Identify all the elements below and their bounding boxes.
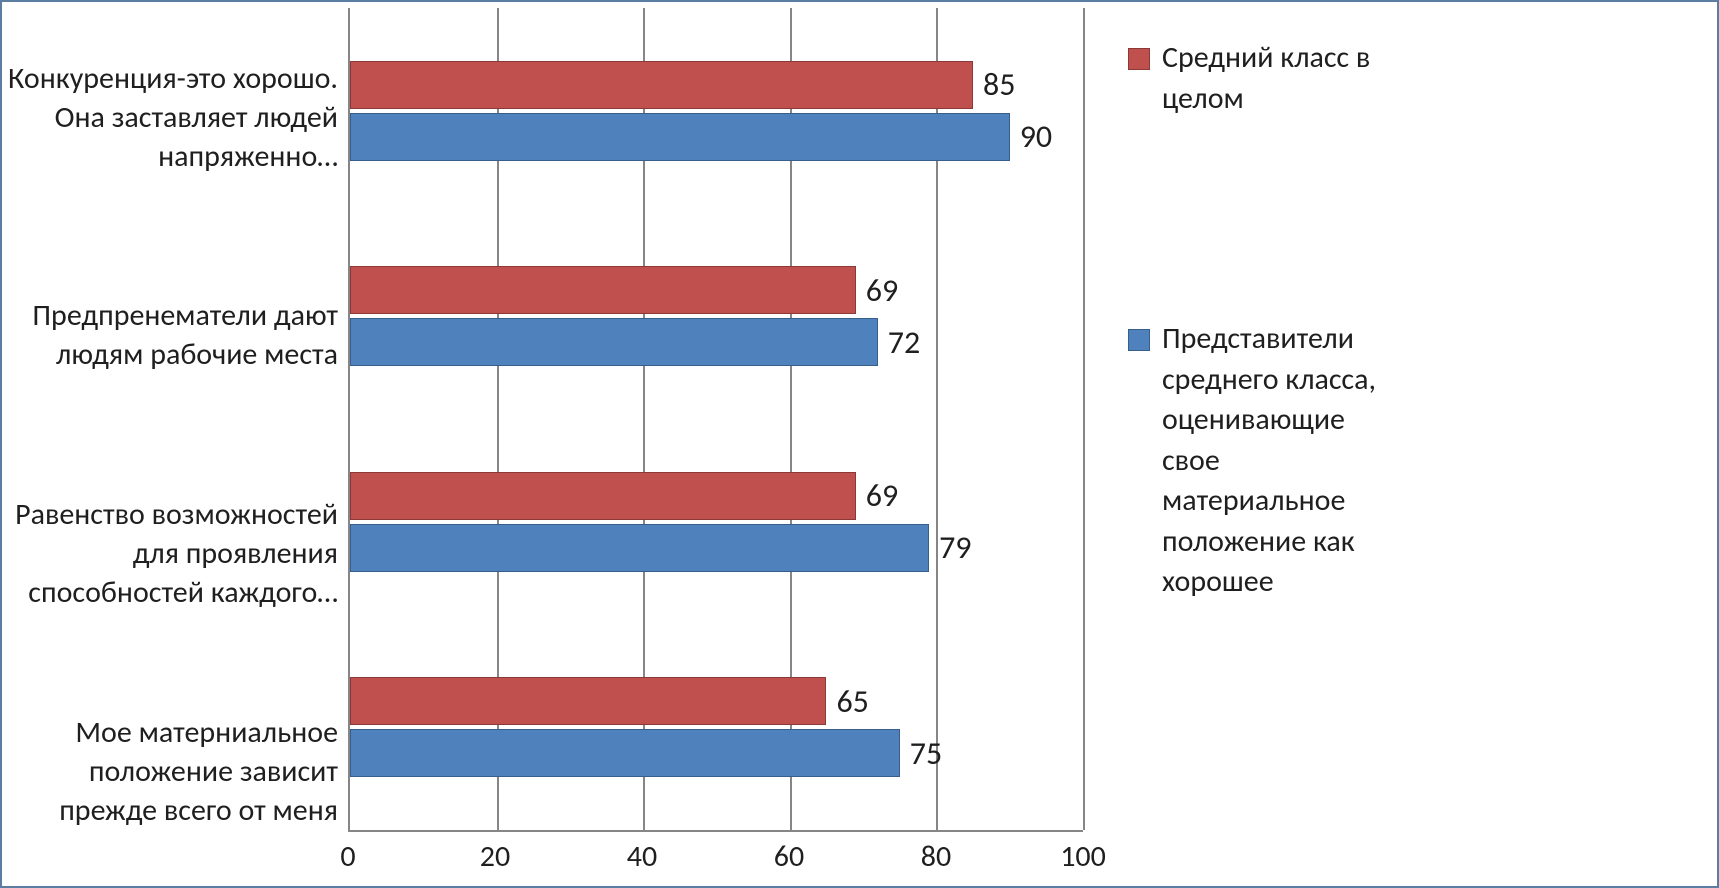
y-axis-label-text: Предпренематели дают людям рабочие места [32, 296, 338, 374]
y-axis-label-text: Мое матерниальное положение зависит преж… [59, 713, 338, 830]
x-tick-label: 100 [1060, 838, 1106, 875]
bar-row: 65 [350, 677, 1083, 725]
bar-row: 90 [350, 113, 1083, 161]
bar-value-label: 69 [866, 476, 898, 515]
x-axis: 020406080100 [348, 832, 1083, 880]
bar [350, 318, 878, 366]
bar-value-label: 79 [939, 528, 971, 567]
bar-group: 69 79 [350, 419, 1083, 625]
plot-area: 8590697269796575 [348, 8, 1083, 832]
bar-row: 72 [350, 318, 1083, 366]
chart-left-block: Конкуренция-это хорошо. Она заставляет л… [8, 8, 1083, 880]
x-tick-label: 40 [627, 838, 657, 875]
bar-row: 85 [350, 61, 1083, 109]
bar [350, 472, 856, 520]
bar-value-label: 65 [836, 682, 868, 721]
bar [350, 266, 856, 314]
legend-label: Представители среднего класса, оценивающ… [1162, 319, 1376, 603]
legend-entry-1: Представители среднего класса, оценивающ… [1128, 319, 1711, 603]
legend: Средний класс в целом Представители сред… [1083, 8, 1711, 880]
x-tick-label: 0 [340, 838, 355, 875]
y-axis-label-text: Равенство возможностей для проявления сп… [15, 495, 338, 612]
y-axis-label: Предпренематели дают людям рабочие места [8, 226, 348, 444]
y-axis-label-text: Конкуренция-это хорошо. Она заставляет л… [8, 59, 338, 176]
bar-value-label: 72 [888, 323, 920, 362]
bar-group: 8590 [350, 8, 1083, 214]
x-tick-label: 20 [480, 838, 510, 875]
legend-swatch-icon [1128, 329, 1150, 351]
y-axis-label: Равенство возможностей для проявления сп… [8, 444, 348, 662]
bar-row: 69 [350, 266, 1083, 314]
bar [350, 677, 826, 725]
x-tick-label: 80 [921, 838, 951, 875]
y-axis-label: Конкуренция-это хорошо. Она заставляет л… [8, 8, 348, 226]
bar-value-label: 90 [1020, 117, 1052, 156]
chart-container: Конкуренция-это хорошо. Она заставляет л… [0, 0, 1719, 888]
chart-inner: Конкуренция-это хорошо. Она заставляет л… [8, 8, 1711, 880]
bar [350, 61, 973, 109]
y-axis-label: Мое матерниальное положение зависит преж… [8, 662, 348, 880]
x-tick-label: 60 [774, 838, 804, 875]
bar-group: 6972 [350, 214, 1083, 420]
legend-label: Средний класс в целом [1162, 38, 1370, 119]
legend-swatch-icon [1128, 48, 1150, 70]
grid-line [1083, 8, 1085, 830]
bar [350, 729, 900, 777]
bar [350, 524, 929, 572]
bar-row: 69 [350, 472, 1083, 520]
bar-value-label: 75 [910, 734, 942, 773]
y-axis-labels: Конкуренция-это хорошо. Она заставляет л… [8, 8, 348, 880]
bar-row: 75 [350, 729, 1083, 777]
plot-column: 8590697269796575 020406080100 [348, 8, 1083, 880]
legend-entry-0: Средний класс в целом [1128, 38, 1711, 119]
bar-groups: 8590697269796575 [350, 8, 1083, 830]
bar-value-label: 85 [983, 65, 1015, 104]
bar-row: 79 [350, 524, 1083, 572]
plot-with-ylabels: Конкуренция-это хорошо. Она заставляет л… [8, 8, 1083, 880]
bar-value-label: 69 [866, 271, 898, 310]
bar [350, 113, 1010, 161]
bar-group: 65 75 [350, 625, 1083, 831]
